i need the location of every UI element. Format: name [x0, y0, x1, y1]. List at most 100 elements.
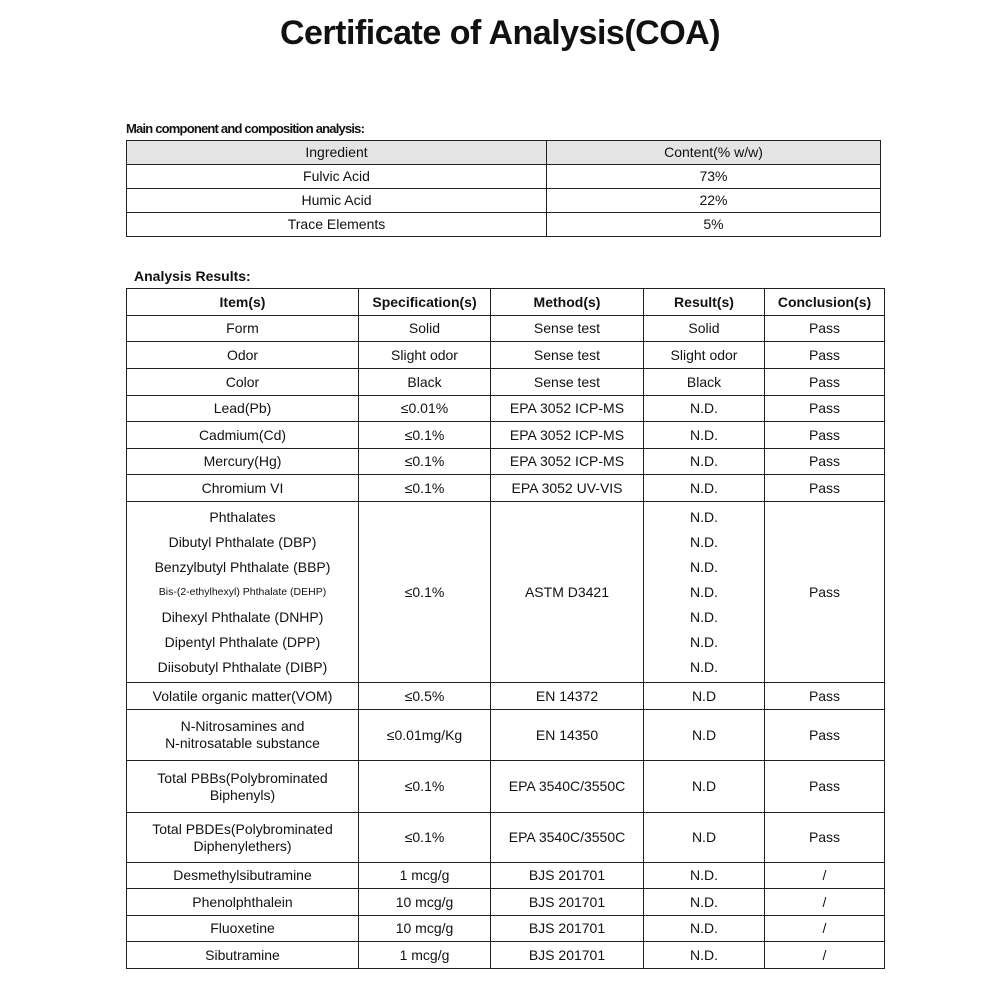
conclusion-cell: / [764, 915, 885, 942]
analysis-header-row: Item(s) Specification(s) Method(s) Result(s… [126, 288, 885, 316]
item-line: Total PBDEs(Polybrominated [152, 820, 333, 837]
item-cell: Cadmium(Cd) [126, 421, 359, 449]
table-row: Desmethylsibutramine 1 mcg/g BJS 201701 N.D… [126, 862, 885, 889]
item-line: Cadmium(Cd) [198, 426, 287, 443]
method-cell: EPA 3052 UV-VIS [490, 474, 644, 502]
result-line: N.D. [690, 426, 718, 443]
table-row: Chromium VI ≤0.1% EPA 3052 UV-VIS N.D. Pass [126, 474, 885, 502]
result-cell: N.D [643, 682, 765, 710]
item-line: Color [225, 373, 260, 390]
table-row: Fluoxetine 10 mcg/g BJS 201701 N.D. / [126, 915, 885, 942]
conclusion-cell: Pass [764, 315, 885, 342]
item-line: Lead(Pb) [213, 400, 272, 417]
item-line: Chromium VI [201, 479, 284, 496]
ingredient-cell: Fulvic Acid [126, 164, 547, 189]
item-line: Form [226, 320, 259, 337]
method-cell: BJS 201701 [490, 888, 644, 916]
item-line: Phenolphthalein [192, 893, 293, 910]
result-cell: N.D. [643, 941, 765, 969]
result-line: N.D [691, 687, 717, 704]
result-cell: Black [643, 368, 765, 396]
result-cell: N.D [643, 812, 765, 863]
conclusion-cell: Pass [764, 501, 885, 683]
result-line: N.D. [690, 920, 718, 937]
item-cell: Mercury(Hg) [126, 448, 359, 475]
result-line: N.D. [690, 946, 718, 963]
ingredient-cell: Trace Elements [126, 212, 547, 237]
specification-cell: ≤0.1% [358, 501, 491, 683]
specification-cell: ≤0.5% [358, 682, 491, 710]
result-cell: N.D [643, 709, 765, 761]
item-cell: Sibutramine [126, 941, 359, 969]
item-cell: Form [126, 315, 359, 342]
specification-cell: Solid [358, 315, 491, 342]
method-cell: EPA 3540C/3550C [490, 812, 644, 863]
composition-table: Ingredient Content(% w/w) Fulvic Acid 73% Hu… [126, 140, 881, 237]
conclusion-cell: Pass [764, 812, 885, 863]
result-line: N.D. [690, 633, 718, 650]
table-row: Mercury(Hg) ≤0.1% EPA 3052 ICP-MS N.D. Pass [126, 448, 885, 475]
method-cell: Sense test [490, 341, 644, 369]
analysis-results-table: Item(s) Specification(s) Method(s) Result(s… [126, 288, 885, 969]
table-row: Form Solid Sense test Solid Pass [126, 315, 885, 342]
result-cell: N.D. [643, 915, 765, 942]
column-header: Specification(s) [358, 288, 491, 316]
item-cell: Total PBDEs(Polybrominated Diphenylethers… [126, 812, 359, 863]
item-cell: Color [126, 368, 359, 396]
item-cell: N-Nitrosamines and N-nitrosatable substan… [126, 709, 359, 761]
conclusion-cell: Pass [764, 474, 885, 502]
item-cell: Phenolphthalein [126, 888, 359, 916]
conclusion-cell: / [764, 888, 885, 916]
item-cell: Volatile organic matter(VOM) [126, 682, 359, 710]
column-header: Content(% w/w) [546, 140, 881, 165]
column-header: Method(s) [490, 288, 644, 316]
specification-cell: ≤0.1% [358, 760, 491, 813]
item-line: Diisobutyl Phthalate (DIBP) [157, 658, 328, 675]
item-line: N-Nitrosamines and [180, 718, 305, 735]
result-line: N.D. [690, 658, 718, 675]
table-row: Volatile organic matter(VOM) ≤0.5% EN 1437… [126, 682, 885, 710]
composition-header-row: Ingredient Content(% w/w) [126, 140, 881, 165]
result-cell: N.D. [643, 395, 765, 422]
result-cell: N.D. [643, 474, 765, 502]
result-line: N.D. [690, 479, 718, 496]
method-cell: EPA 3052 ICP-MS [490, 448, 644, 475]
table-row: Phthalates Dibutyl Phthalate (DBP) Benzylb… [126, 501, 885, 683]
ingredient-cell: Humic Acid [126, 188, 547, 213]
result-line: N.D [691, 726, 717, 743]
item-line: Sibutramine [205, 946, 280, 963]
method-cell: Sense test [490, 368, 644, 396]
result-cell: N.D. N.D. N.D. N.D. N.D. N.D. N.D. [643, 501, 765, 683]
table-row: Color Black Sense test Black Pass [126, 368, 885, 396]
table-row: Phenolphthalein 10 mcg/g BJS 201701 N.D. / [126, 888, 885, 916]
specification-cell: ≤0.1% [358, 474, 491, 502]
item-line: Diphenylethers) [193, 837, 292, 854]
result-line: N.D [691, 829, 717, 846]
method-cell: EPA 3052 ICP-MS [490, 395, 644, 422]
conclusion-cell: Pass [764, 395, 885, 422]
analysis-section-label: Analysis Results: [134, 268, 251, 284]
table-row: N-Nitrosamines and N-nitrosatable substan… [126, 709, 885, 761]
conclusion-cell: Pass [764, 368, 885, 396]
item-line: Biphenyls) [209, 786, 276, 803]
item-line: Phthalates [209, 508, 276, 525]
conclusion-cell: Pass [764, 448, 885, 475]
item-cell: Desmethylsibutramine [126, 862, 359, 889]
conclusion-cell: / [764, 862, 885, 889]
conclusion-cell: Pass [764, 709, 885, 761]
conclusion-cell: Pass [764, 760, 885, 813]
item-cell: Lead(Pb) [126, 395, 359, 422]
result-line: Slight odor [670, 346, 738, 363]
item-line: Dipentyl Phthalate (DPP) [164, 633, 321, 650]
item-line: Volatile organic matter(VOM) [152, 687, 333, 704]
specification-cell: 1 mcg/g [358, 941, 491, 969]
method-cell: BJS 201701 [490, 862, 644, 889]
table-row: Trace Elements 5% [126, 212, 881, 237]
result-line: N.D. [690, 608, 718, 625]
method-cell: BJS 201701 [490, 941, 644, 969]
specification-cell: ≤0.01mg/Kg [358, 709, 491, 761]
result-cell: N.D. [643, 448, 765, 475]
table-row: Odor Slight odor Sense test Slight odor Pass [126, 341, 885, 369]
table-row: Total PBBs(Polybrominated Biphenyls) ≤0.1%… [126, 760, 885, 813]
table-row: Lead(Pb) ≤0.01% EPA 3052 ICP-MS N.D. Pass [126, 395, 885, 422]
